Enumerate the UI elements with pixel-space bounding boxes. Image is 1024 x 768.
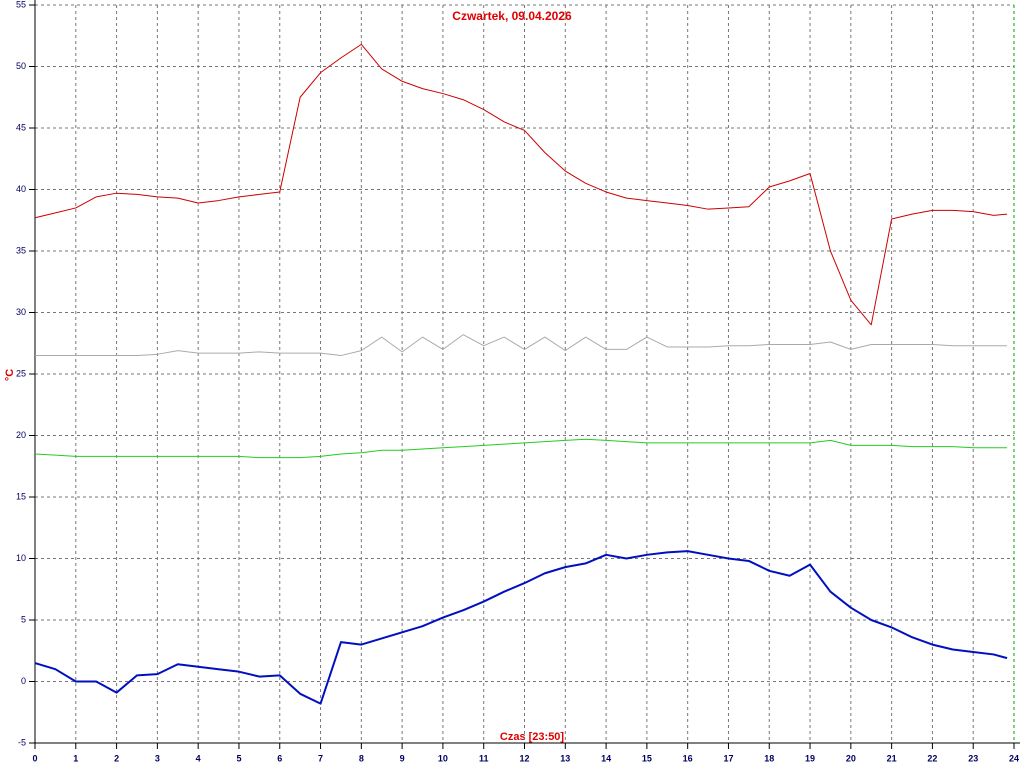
y-tick-label: 0	[21, 676, 26, 686]
y-tick-label: 25	[16, 368, 26, 378]
y-tick-label: 55	[16, 0, 26, 9]
y-tick-label: 15	[16, 491, 26, 501]
x-tick-label: 19	[805, 753, 815, 763]
x-tick-label: 7	[318, 753, 323, 763]
x-tick-label: 18	[764, 753, 774, 763]
x-tick-label: 8	[359, 753, 364, 763]
x-tick-label: 2	[114, 753, 119, 763]
series-line	[35, 334, 1008, 357]
x-tick-label: 20	[846, 753, 856, 763]
series-line	[34, 438, 1008, 459]
y-tick-label: 30	[16, 307, 26, 317]
y-tick-label: 20	[16, 430, 26, 440]
x-tick-label: 6	[277, 753, 282, 763]
x-tick-label: 1	[73, 753, 78, 763]
y-tick-label: 10	[16, 553, 26, 563]
x-tick-label: 11	[479, 753, 489, 763]
x-axis-label: Czas [23:50]	[500, 731, 565, 743]
y-tick-label: 35	[16, 245, 26, 255]
x-tick-label: 3	[155, 753, 160, 763]
y-axis-label: °C	[4, 369, 16, 381]
x-tick-label: 22	[927, 753, 937, 763]
x-tick-label: 13	[560, 753, 570, 763]
x-tick-label: 23	[968, 753, 978, 763]
x-tick-label: 21	[887, 753, 897, 763]
x-tick-label: 4	[196, 753, 201, 763]
x-tick-label: 16	[683, 753, 693, 763]
series-line	[34, 550, 1008, 705]
y-tick-label: 40	[16, 184, 26, 194]
series-line	[34, 43, 1008, 326]
y-tick-label: 50	[16, 61, 26, 71]
x-tick-label: 15	[642, 753, 652, 763]
y-tick-label: 45	[16, 122, 26, 132]
x-tick-label: 5	[236, 753, 241, 763]
x-tick-label: 10	[438, 753, 448, 763]
chart-title: Czwartek, 09.04.2026	[452, 9, 572, 23]
y-tick-label: -5	[18, 737, 26, 747]
x-tick-label: 24	[1009, 753, 1019, 763]
x-tick-label: 12	[519, 753, 529, 763]
y-tick-label: 5	[21, 614, 26, 624]
x-tick-label: 9	[400, 753, 405, 763]
x-tick-label: 0	[32, 753, 37, 763]
x-tick-label: 17	[723, 753, 733, 763]
x-tick-label: 14	[601, 753, 611, 763]
